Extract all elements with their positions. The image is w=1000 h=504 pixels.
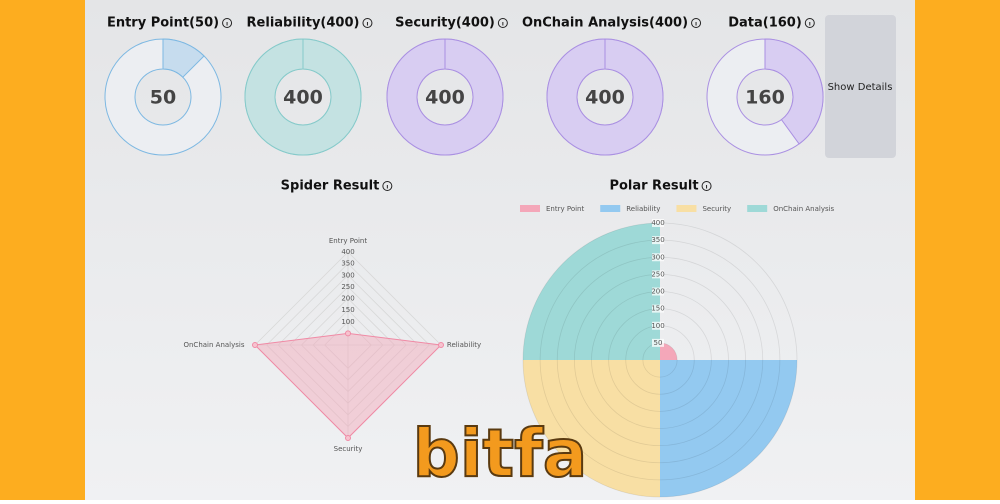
tick-bg: [652, 270, 664, 279]
polar-wedge: [523, 223, 660, 360]
tick-bg: [652, 219, 664, 227]
info-icon: [382, 181, 393, 191]
gauge-arc: [764, 38, 824, 145]
legend-label: Entry Point: [546, 205, 584, 213]
r-tick-label: 300: [341, 271, 354, 279]
polar-wedge: [660, 342, 678, 360]
gauge-value: 50: [150, 87, 176, 109]
r-tick-label: 200: [341, 295, 354, 303]
gauge-arc: [162, 38, 205, 78]
r-tick-label: 350: [651, 236, 664, 244]
tick-bg: [652, 236, 664, 245]
legend-swatch: [747, 205, 768, 212]
r-tick-label: 100: [651, 322, 664, 330]
r-tick-label: 400: [341, 248, 354, 256]
chart-title: Polar Result: [609, 179, 698, 194]
chart-title: Spider Result: [281, 179, 380, 194]
r-tick-label: 350: [341, 260, 354, 268]
info-icon: [497, 18, 508, 28]
gauge-arc: [386, 38, 504, 156]
legend-swatch: [676, 205, 697, 212]
legend-swatch: [600, 205, 621, 212]
logo: bitfa: [413, 415, 588, 492]
tick-bg: [652, 338, 664, 347]
r-tick-label: 150: [651, 305, 664, 313]
polar-wedge: [523, 360, 660, 497]
tick-bg: [652, 287, 664, 296]
axis-label: Security: [334, 445, 363, 453]
polar-wedge: [660, 360, 797, 497]
r-tick-label: 400: [651, 219, 664, 227]
info-icon: [701, 181, 712, 191]
gauge-arc: [546, 38, 664, 156]
gauge-value: 160: [745, 87, 785, 109]
info-icon: [804, 18, 815, 28]
r-tick-label: 200: [651, 288, 664, 296]
tick-bg: [652, 253, 664, 262]
r-tick-label: 300: [651, 253, 664, 261]
r-tick-label: 150: [341, 306, 354, 314]
button-label[interactable]: Show Details: [828, 82, 893, 93]
legend-swatch: [520, 205, 540, 212]
radar-point: [345, 435, 351, 441]
gauge-title: Reliability(400): [247, 16, 360, 31]
info-icon: [362, 18, 373, 28]
radar-point: [438, 342, 444, 348]
r-tick-label: 250: [651, 270, 664, 278]
axis-label: Reliability: [447, 341, 481, 349]
r-tick-label: 250: [341, 283, 354, 291]
gauge-title: Data(160): [728, 16, 802, 31]
gauge-title: Security(400): [395, 16, 495, 31]
gauge-arc: [244, 38, 362, 156]
r-tick-label: 100: [341, 318, 354, 326]
axis-label: OnChain Analysis: [183, 341, 244, 349]
show-details-button[interactable]: [825, 15, 896, 158]
gauge-value: 400: [585, 87, 625, 109]
radar-point: [252, 342, 258, 348]
tick-bg: [652, 321, 664, 330]
r-tick-label: 50: [654, 339, 663, 347]
legend-label: Reliability: [626, 205, 660, 213]
tick-bg: [652, 304, 664, 313]
radar-point: [345, 330, 351, 337]
gauge-value: 400: [283, 87, 323, 109]
axis-label: Entry Point: [329, 237, 367, 245]
gauge-title: OnChain Analysis(400): [522, 16, 688, 31]
legend-label: Security: [702, 205, 731, 213]
gauge-value: 400: [425, 87, 465, 109]
info-icon: [222, 18, 233, 28]
info-icon: [691, 18, 702, 28]
gauge-title: Entry Point(50): [107, 16, 219, 31]
legend-label: OnChain Analysis: [773, 205, 834, 213]
